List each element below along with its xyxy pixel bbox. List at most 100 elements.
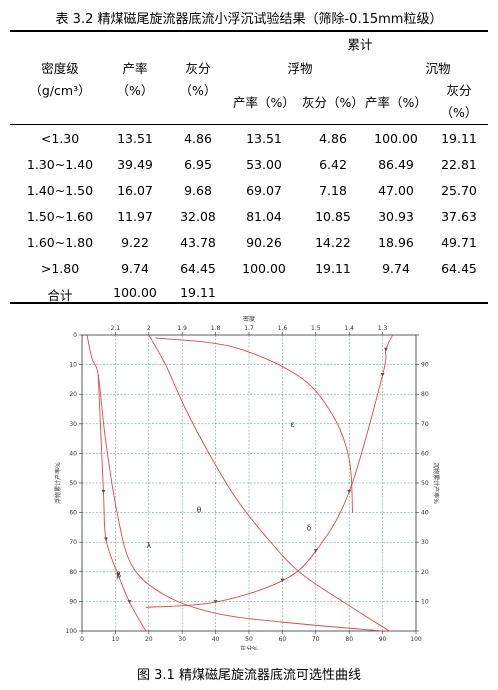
table-cell: 37.63 [441,209,477,224]
y-left-tick-label: 20 [69,391,77,398]
header-sink-ash: 灰分 [446,83,472,98]
table-cell: 81.04 [246,209,282,224]
table-row-label: 1.30~1.40 [26,157,94,172]
table-cell: 64.45 [441,261,477,276]
y-left-tick-label: 30 [69,421,77,428]
header-sink: 沉物 [425,61,451,76]
header-float: 浮物 [287,61,313,76]
table-cell: 39.49 [117,157,153,172]
data-point-marker [213,600,218,604]
table-cell: 47.00 [378,183,414,198]
y-left-tick-label: 10 [69,362,77,369]
curve-label: δ [307,523,312,532]
washability-chart-svg: 0 10 20 30 40 50 60 70 80 90 100010203040506070809… [54,315,440,653]
chart-title: 密度 [243,315,255,323]
table-header-rule [10,124,488,125]
x-tick-label: 0 [80,636,84,643]
header-sink-yield: 产率（%） [365,95,427,110]
data-point-marker [347,489,352,494]
washability-chart: 0 10 20 30 40 50 60 70 80 90 100 0 10 20 30 40 50 60 70 80 9… [46,310,456,653]
table-cell: 14.22 [315,235,351,250]
table-cell: 32.08 [180,209,216,224]
x-tick-label: 20 [145,636,153,643]
table-cell: 53.00 [246,157,282,172]
data-point-marker [116,572,121,577]
table-cell: 4.86 [184,131,212,146]
table-cell: 9.22 [121,235,149,250]
x-tick-label: 60 [279,636,287,643]
curve-θ [148,334,390,632]
table-cell: 6.95 [184,157,212,172]
y-left-tick-label: 0 [73,332,77,339]
header-cumulative: 累计 [347,37,373,52]
header-float-yield: 产率（%） [233,95,295,110]
table-cell: 19.11 [180,285,216,300]
table-cell: 18.96 [378,235,414,250]
table-row-label: 1.60~1.80 [26,235,94,250]
y-left-tick-label: 60 [69,510,77,517]
table-cell: 49.71 [441,235,477,250]
header-yield: 产率 [122,61,148,76]
table-cell: 7.18 [319,183,347,198]
data-point-marker [280,578,285,583]
table-row-label: 1.40~1.50 [26,183,94,198]
table-cell: 100.00 [242,261,286,276]
data-point-marker [383,347,388,352]
header-sink-ash-unit: （%） [440,105,478,120]
density-tick-label: 2 [147,325,151,332]
x-tick-label: 30 [178,636,186,643]
table-cell: 9.74 [382,261,410,276]
header-ash-unit: （%） [179,83,217,98]
x-tick-label: 40 [212,636,220,643]
data-point-marker [101,489,106,494]
y-left-axis-label: 浮物累计产率% [54,462,62,504]
table-cell: 4.86 [319,131,347,146]
x-tick-label: 70 [312,636,320,643]
data-point-marker [103,537,108,541]
y-right-tick-label: 20 [421,569,429,576]
table-row-label: <1.30 [40,131,80,146]
curve-label: λ [146,541,151,550]
y-left-tick-label: 40 [69,450,77,457]
curve-β [97,374,147,632]
curve-label: θ [196,506,201,515]
density-tick-label: 1.6 [278,325,288,332]
table-cell: 9.68 [184,183,212,198]
curve-ε [155,337,353,513]
table-cell: 69.07 [246,183,282,198]
y-right-tick-label: 70 [421,421,429,428]
header-float-ash: 灰分（%） [302,95,364,110]
y-left-tick-label: 80 [69,569,77,576]
density-tick-label: 1.4 [344,325,354,332]
table-cell: 43.78 [180,235,216,250]
y-left-tick-label: 50 [69,480,77,487]
x-tick-label: 80 [345,636,353,643]
y-right-tick-label: 80 [421,391,429,398]
data-point-marker [380,372,385,377]
table-cell: 22.81 [441,157,477,172]
table-bottom-rule [10,302,488,304]
y-right-tick-label: 40 [421,510,429,517]
y-left-tick-label: 70 [69,539,77,546]
table-cell: 6.42 [319,157,347,172]
table-caption: 表 3.2 精煤磁尾旋流器底流小浮沉试验结果（筛除-0.15mm粒级） [55,12,443,27]
header-density-level: 密度级 [41,61,79,76]
table-cell: 86.49 [378,157,414,172]
y-right-axis-label: 沉物累计产率% [432,462,440,504]
y-left-tick-label: 90 [69,598,77,605]
table-cell: 13.51 [117,131,153,146]
header-density-unit: （g/cm³） [29,83,91,98]
y-left-tick-label: 100 [66,628,78,635]
y-right-tick-label: 30 [421,539,429,546]
density-tick-label: 1.8 [211,325,221,332]
density-tick-label: 1.9 [177,325,187,332]
x-axis-label: 灰分% [240,645,258,650]
figure-caption: 图 3.1 精煤磁尾旋流器底流可选性曲线 [137,668,361,683]
curve-label: β [116,571,121,580]
density-tick-label: 2.1 [111,325,121,332]
curve-label: ε [290,420,294,429]
table-cell: 64.45 [180,261,216,276]
table-cell: 10.85 [315,209,351,224]
x-tick-label: 50 [245,636,253,643]
table-cell: 19.11 [441,131,477,146]
